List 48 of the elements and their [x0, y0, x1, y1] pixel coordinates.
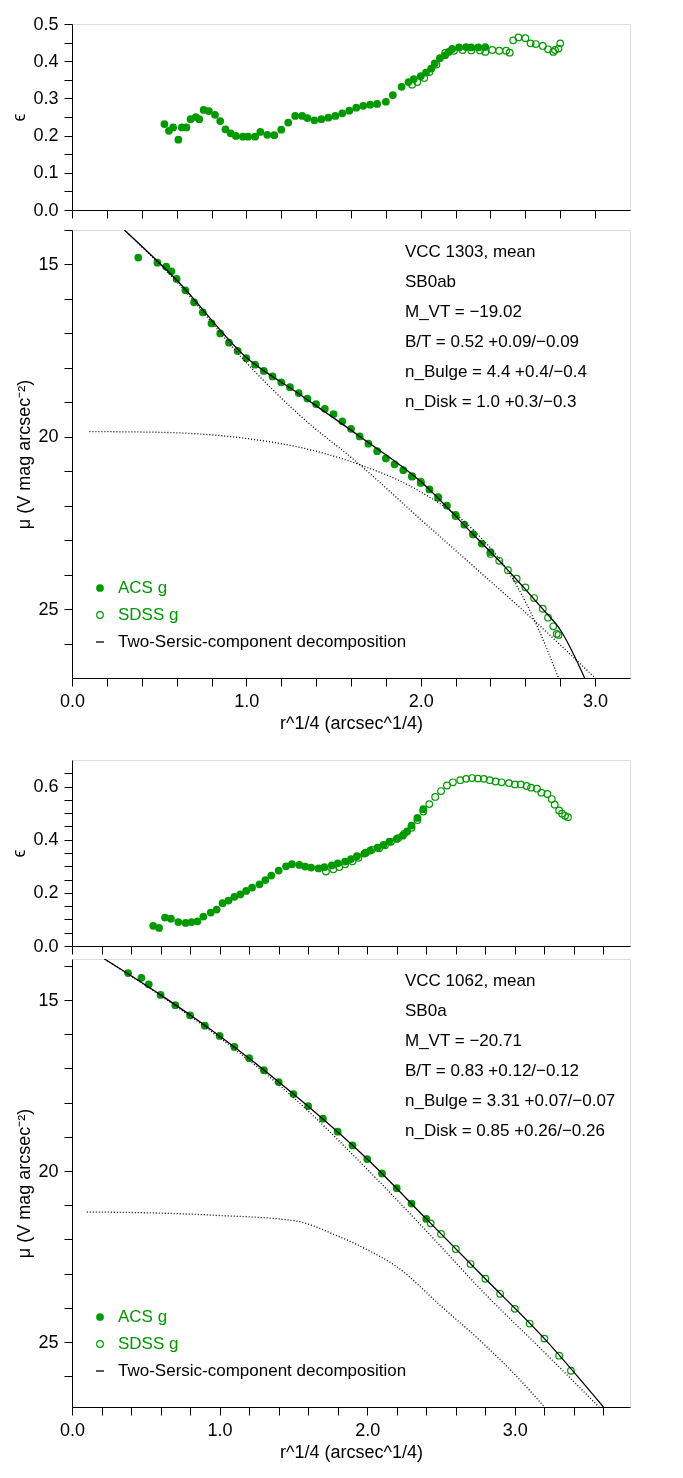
y-axis-title: ϵ: [9, 113, 30, 122]
x-axis-title: r^1/4 (arcsec^1/4): [280, 1441, 423, 1462]
x-tick-label: 3.0: [502, 1419, 528, 1440]
x-tick-label: 2.0: [355, 1419, 381, 1440]
legend-label: SDSS g: [118, 1334, 179, 1353]
y-tick-label: 15: [38, 253, 59, 274]
y-tick-label: 0.5: [33, 13, 59, 34]
y-tick-label: 0.4: [33, 829, 59, 850]
y-axis-title: μ (V mag arcsec⁻²): [14, 379, 35, 530]
y-tick-label: 20: [38, 1160, 59, 1181]
annotation: SB0a: [405, 1001, 448, 1020]
x-tick-label: 1.0: [207, 1419, 233, 1440]
y-tick-label: 0.0: [33, 935, 59, 956]
legend-label: SDSS g: [118, 605, 179, 624]
y-tick-label: 0.6: [33, 776, 59, 797]
x-tick-label: 1.0: [234, 690, 260, 711]
y-axis-title: μ (V mag arcsec⁻²): [14, 1108, 35, 1259]
y-axis-title: ϵ: [9, 849, 30, 858]
legend-label: ACS g: [118, 578, 168, 597]
legend-label: Two-Sersic-component decomposition: [118, 632, 407, 651]
y-tick-label: 0.3: [33, 87, 59, 108]
annotation: B/T = 0.83 +0.12/−0.12: [405, 1061, 580, 1080]
y-tick-label: 20: [38, 426, 59, 447]
annotation: VCC 1062, mean: [405, 971, 536, 990]
annotation: B/T = 0.52 +0.09/−0.09: [405, 332, 580, 351]
annotation: n_Bulge = 4.4 +0.4/−0.4: [405, 362, 587, 381]
x-axis-title: r^1/4 (arcsec^1/4): [280, 712, 423, 733]
x-tick-label: 0.0: [59, 1419, 86, 1440]
annotation: n_Disk = 0.85 +0.26/−0.26: [405, 1121, 605, 1140]
legend-label: ACS g: [118, 1307, 168, 1326]
annotation: n_Bulge = 3.31 +0.07/−0.07: [405, 1091, 616, 1110]
annotation: M_VT = −19.02: [405, 302, 522, 321]
annotation: n_Disk = 1.0 +0.3/−0.3: [405, 392, 577, 411]
y-tick-label: 0.2: [33, 882, 59, 903]
x-tick-label: 0.0: [59, 690, 86, 711]
y-tick-label: 15: [38, 989, 59, 1010]
annotation: VCC 1303, mean: [405, 242, 536, 261]
annotation: M_VT = −20.71: [405, 1031, 522, 1050]
y-tick-label: 25: [38, 1331, 59, 1352]
x-tick-label: 3.0: [583, 690, 609, 711]
y-tick-label: 25: [38, 598, 59, 619]
y-tick-label: 0.0: [33, 199, 59, 220]
y-tick-label: 0.4: [33, 50, 59, 71]
annotation: SB0ab: [405, 272, 457, 291]
y-tick-label: 0.2: [33, 125, 59, 146]
legend-label: Two-Sersic-component decomposition: [118, 1361, 407, 1380]
y-tick-label: 0.1: [33, 162, 59, 183]
x-tick-label: 2.0: [408, 690, 434, 711]
